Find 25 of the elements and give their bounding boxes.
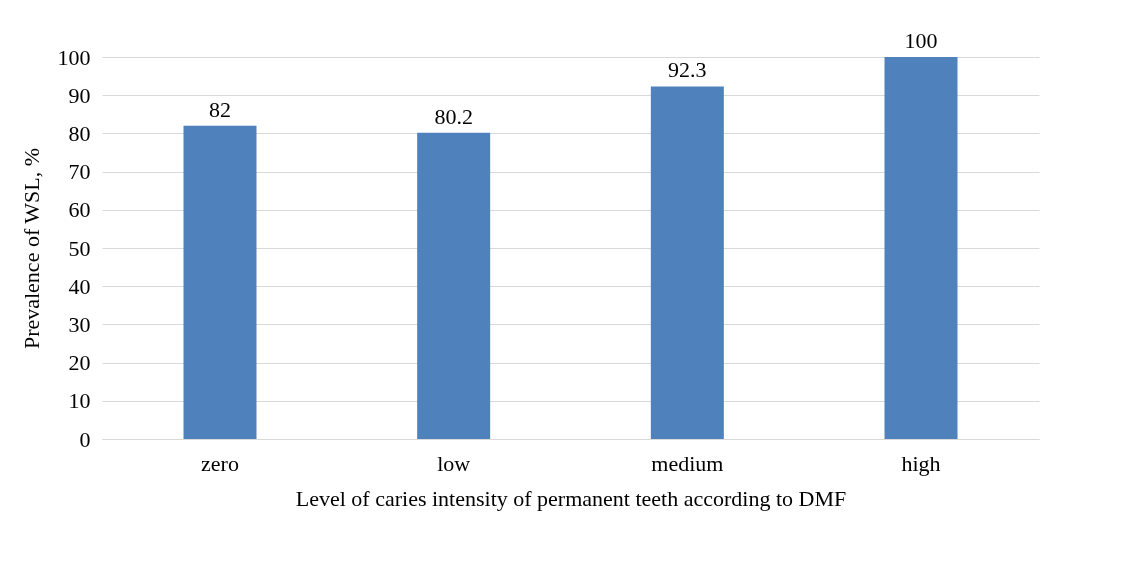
- x-axis-title: Level of caries intensity of permanent teeth according to DMF: [295, 485, 847, 511]
- y-tick-label: 90: [68, 82, 91, 108]
- x-tick-label: low: [437, 450, 471, 476]
- y-tick-label: 80: [68, 120, 91, 146]
- y-tick-label: 60: [68, 197, 91, 223]
- x-tick-label: zero: [201, 450, 239, 476]
- bar: [650, 86, 724, 439]
- y-tick-label: 40: [68, 273, 91, 299]
- bar: [183, 125, 257, 439]
- y-axis-title: Prevalence of WSL, %: [18, 147, 44, 350]
- y-tick-label: 20: [68, 350, 91, 376]
- data-label: 82: [209, 96, 231, 122]
- y-tick-label: 30: [68, 311, 91, 337]
- y-tick-label: 50: [68, 235, 91, 261]
- x-tick-label: medium: [651, 450, 724, 476]
- data-label: 80.2: [434, 103, 473, 129]
- y-tick-label: 70: [68, 159, 91, 185]
- y-tick-label: 10: [68, 388, 91, 414]
- y-tick-label: 0: [79, 426, 91, 452]
- data-label: 100: [904, 28, 938, 53]
- x-tick-label: high: [901, 450, 941, 476]
- y-tick-label: 100: [57, 44, 91, 70]
- data-label: 92.3: [668, 57, 707, 83]
- bar: [884, 57, 958, 439]
- bar: [417, 132, 491, 439]
